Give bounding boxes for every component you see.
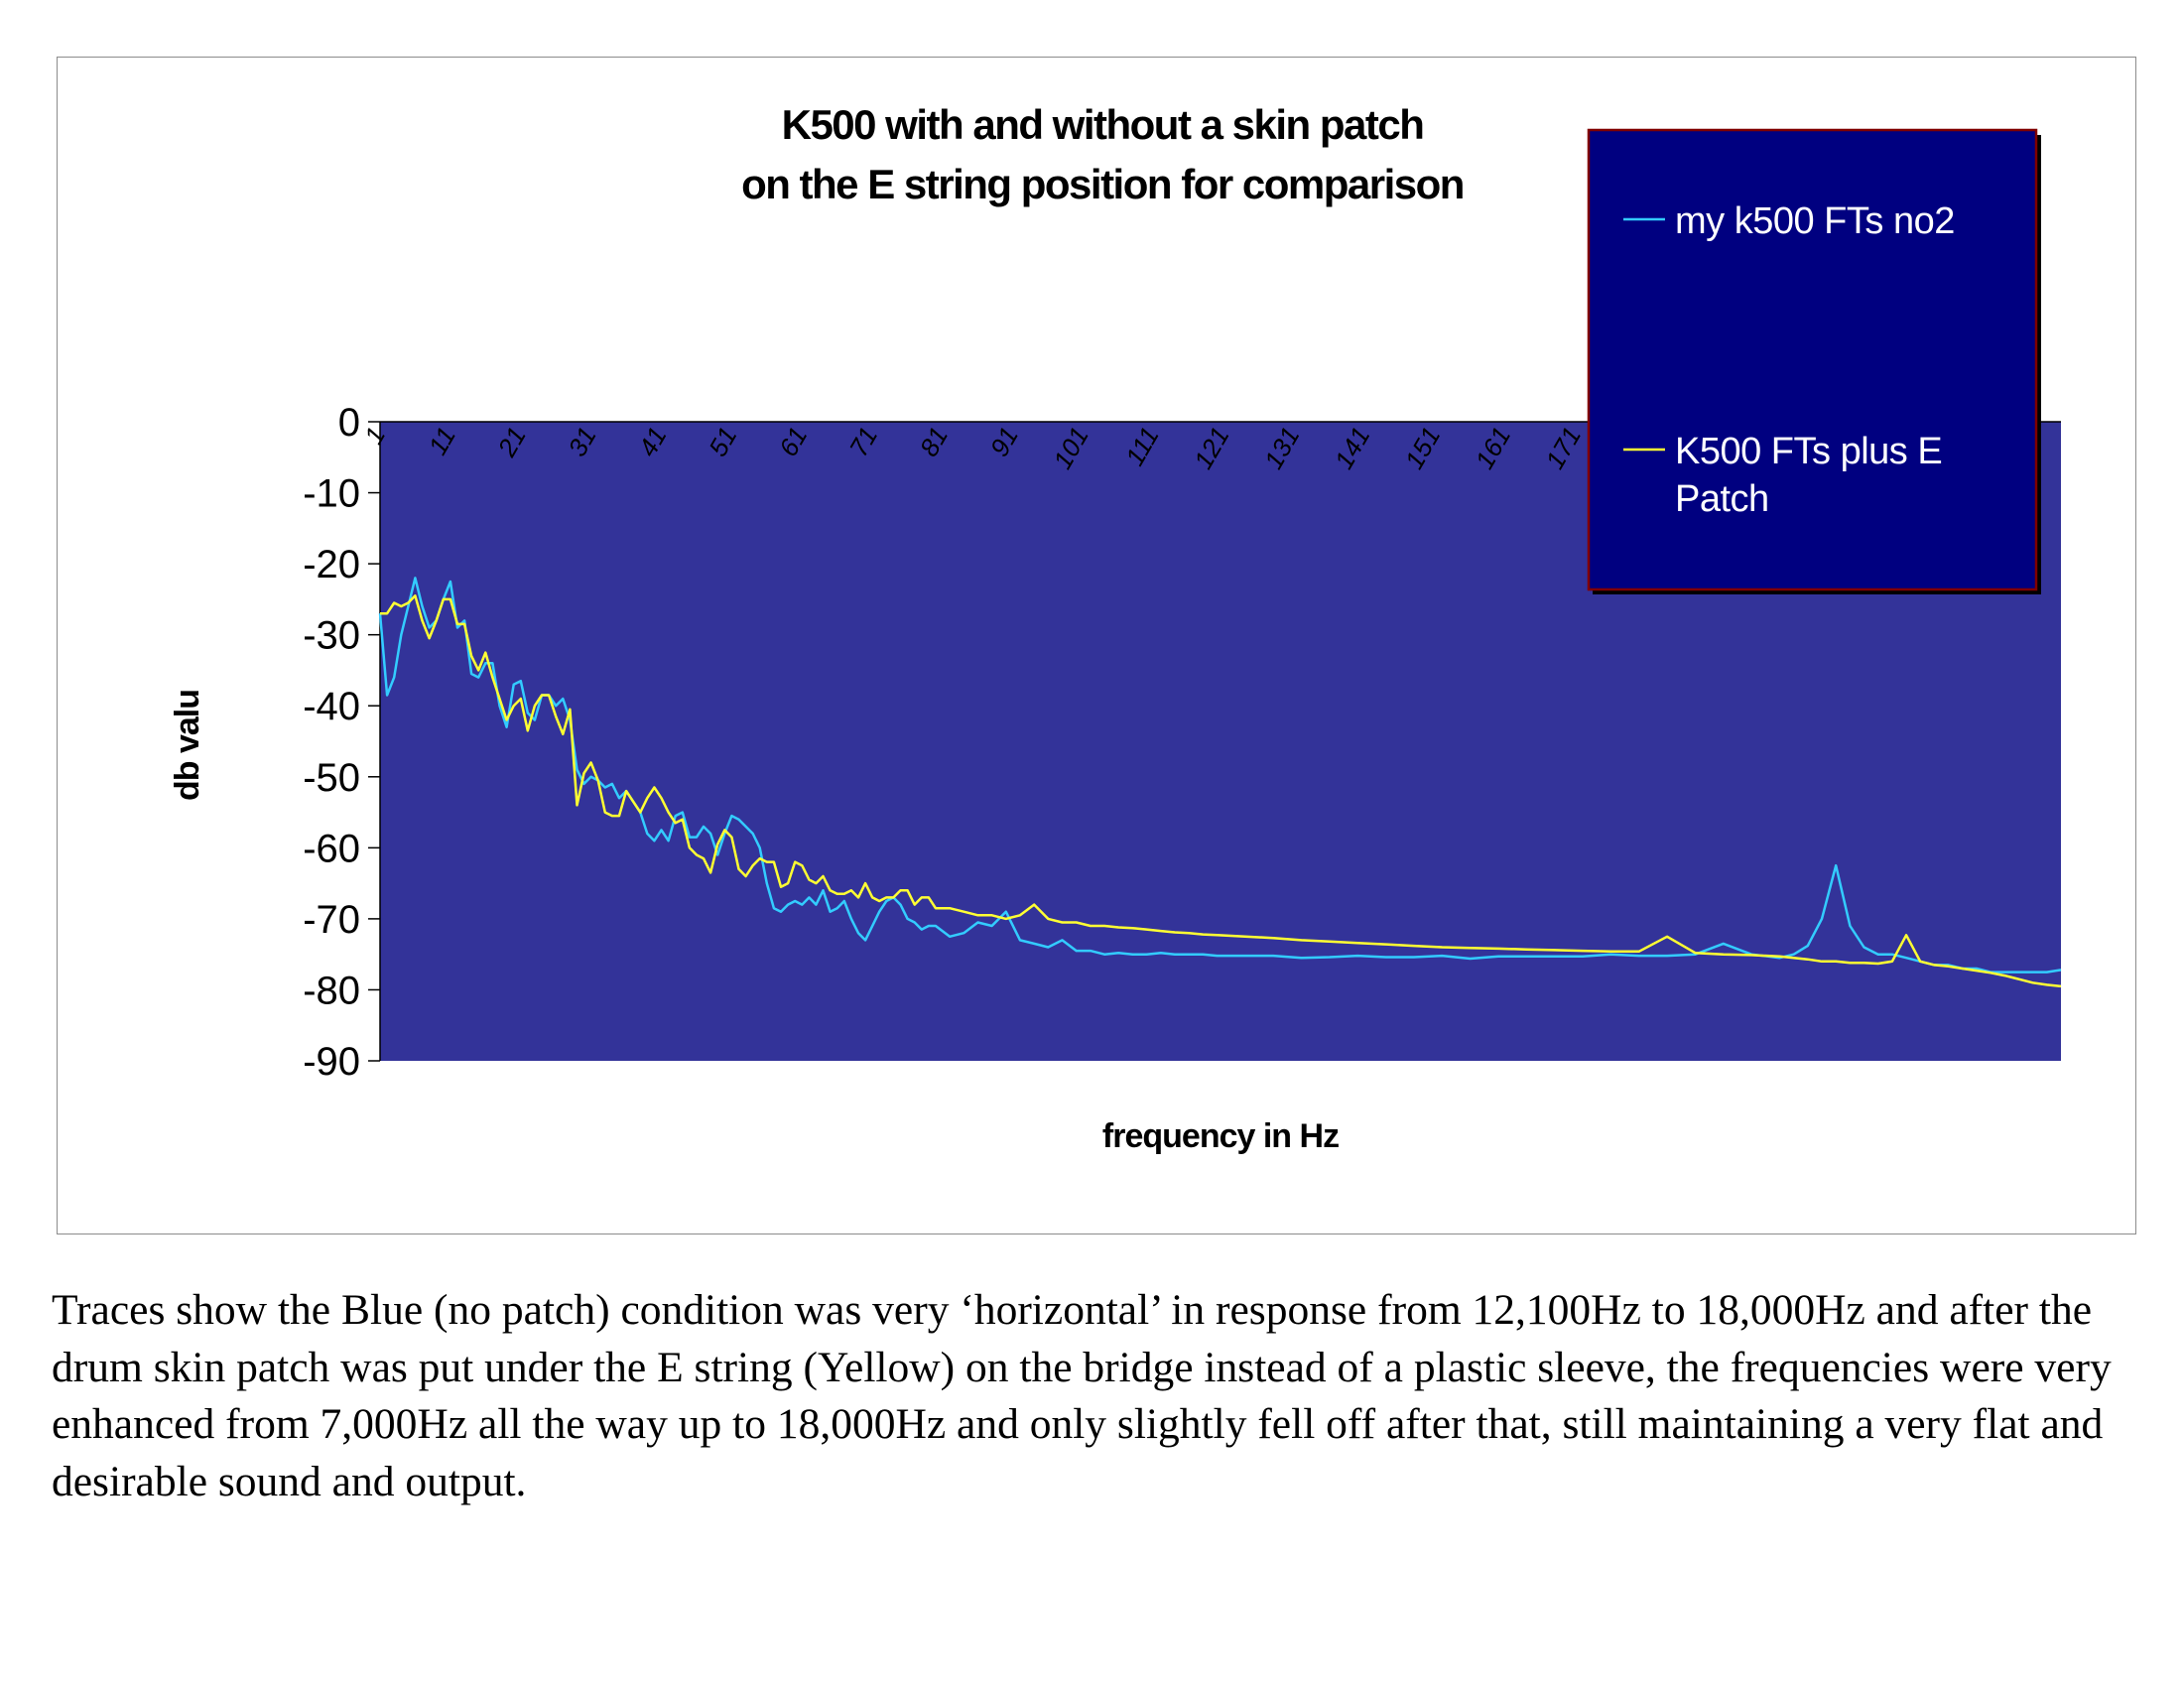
x-axis-title: frequency in Hz: [1102, 1117, 1339, 1155]
y-tick-label: -30: [303, 614, 360, 658]
series-layer: [378, 577, 2062, 988]
chart-frame: K500 with and without a skin patch on th…: [57, 57, 2136, 1234]
y-tick-label: -80: [303, 969, 360, 1012]
chart-title-line-1: K500 with and without a skin patch: [782, 101, 1424, 148]
legend-label-series-2: K500 FTs plus E Patch: [1675, 431, 1952, 520]
legend-label-series-2-line-1: K500 FTs plus E: [1675, 431, 1942, 472]
legend-label-series-1: my k500 FTs no2: [1675, 200, 1955, 242]
y-tick-label: 0: [338, 401, 360, 445]
legend: my k500 FTs no2 K500 FTs plus E Patch: [1587, 128, 2041, 594]
y-axis-title: db valu: [169, 690, 206, 801]
legend-label-series-2-line-2: Patch: [1675, 478, 1769, 520]
y-tick-label: -50: [303, 756, 360, 800]
series-line-2: [380, 594, 2062, 988]
y-axis: 0 -10 -20 -30 -40 -50 -60 -70 -80 -90: [303, 401, 381, 1084]
y-tick-label: -90: [303, 1040, 360, 1084]
legend-box: [1587, 128, 2038, 591]
y-tick-label: -60: [303, 827, 360, 870]
y-tick-label: -10: [303, 472, 360, 516]
y-tick-label: -40: [303, 685, 360, 728]
chart-title: K500 with and without a skin patch on th…: [741, 101, 1465, 207]
y-tick-label: -70: [303, 898, 360, 942]
y-tick-label: -20: [303, 543, 360, 586]
chart-title-line-2: on the E string position for comparison: [741, 161, 1464, 207]
chart-svg: K500 with and without a skin patch on th…: [169, 101, 2062, 1155]
caption-paragraph: Traces show the Blue (no patch) conditio…: [52, 1286, 2112, 1505]
